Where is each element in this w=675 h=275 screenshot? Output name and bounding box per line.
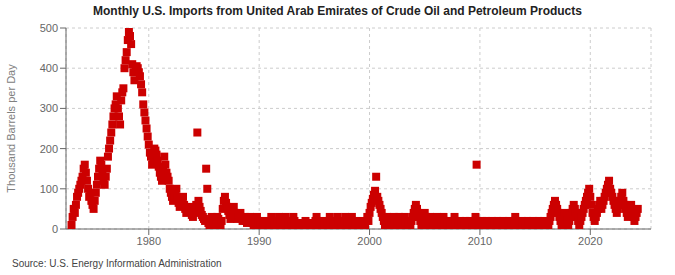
svg-text:0: 0	[52, 223, 58, 235]
svg-text:1990: 1990	[247, 235, 271, 247]
html-text:Source: U.S. Energy Informatio: Source: U.S. Energy Information Administ…	[12, 258, 222, 269]
svg-text:2000: 2000	[357, 235, 381, 247]
svg-text:1980: 1980	[137, 235, 161, 247]
svg-text:Thousand Barrels per Day: Thousand Barrels per Day	[8, 64, 17, 193]
svg-text:400: 400	[40, 62, 58, 74]
html-text:Monthly U.S. Imports from Unit: Monthly U.S. Imports from United Arab Em…	[93, 4, 582, 18]
svg-text:500: 500	[40, 22, 58, 34]
svg-text:200: 200	[40, 143, 58, 155]
svg-text:2010: 2010	[468, 235, 492, 247]
svg-text:100: 100	[40, 183, 58, 195]
svg-text:2020: 2020	[578, 235, 602, 247]
svg-text:300: 300	[40, 102, 58, 114]
